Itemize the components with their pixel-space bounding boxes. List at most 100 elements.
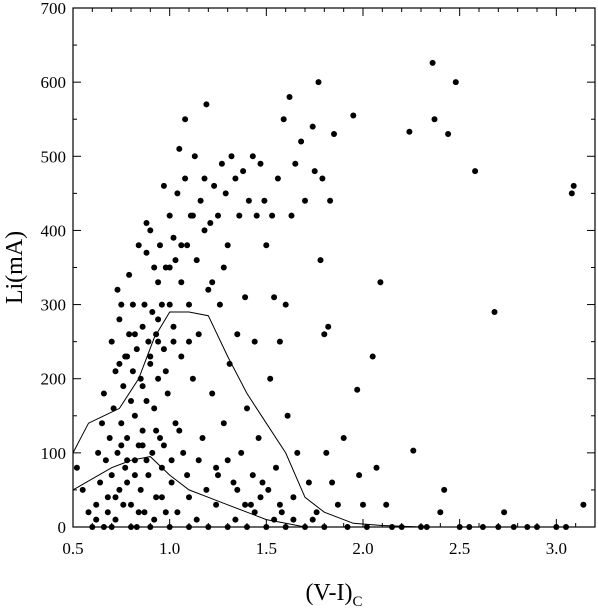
data-point: [193, 257, 200, 264]
data-point: [182, 116, 189, 123]
data-point: [323, 449, 330, 456]
data-point: [232, 175, 239, 182]
data-point: [249, 472, 256, 479]
data-point: [373, 464, 380, 471]
data-point: [445, 131, 452, 137]
data-point: [149, 449, 156, 456]
data-point: [155, 279, 162, 286]
data-point: [234, 486, 241, 493]
data-point: [383, 501, 390, 508]
data-point: [491, 309, 498, 315]
data-point: [120, 501, 127, 508]
data-point: [215, 212, 221, 219]
data-point: [215, 472, 221, 479]
data-point: [220, 420, 227, 427]
data-point: [151, 516, 158, 523]
data-point: [122, 464, 129, 471]
data-point: [137, 486, 144, 493]
data-point: [568, 190, 575, 197]
data-point: [160, 346, 167, 353]
data-point: [155, 375, 162, 382]
data-point: [242, 294, 249, 301]
data-point: [126, 271, 133, 278]
data-point: [232, 516, 239, 523]
data-point: [186, 301, 192, 308]
data-point: [168, 457, 175, 464]
y-tick-label: 100: [41, 444, 67, 463]
data-point: [220, 264, 227, 271]
data-point: [267, 375, 274, 382]
data-point: [255, 435, 262, 441]
data-point: [153, 331, 160, 338]
data-point: [356, 472, 363, 479]
data-point: [112, 494, 119, 501]
data-point: [168, 479, 175, 486]
data-point: [178, 353, 185, 360]
data-point: [431, 116, 438, 123]
x-axis-title-main: (V-I): [305, 580, 352, 606]
data-point: [278, 509, 285, 516]
data-point: [157, 435, 163, 441]
data-point: [131, 331, 138, 338]
data-point: [257, 494, 264, 501]
data-point: [143, 457, 150, 464]
data-point: [174, 509, 181, 516]
data-point: [222, 190, 229, 197]
data-point: [245, 197, 252, 204]
x-tick-label: 3.0: [546, 539, 567, 558]
data-point: [141, 301, 148, 308]
data-point: [114, 449, 121, 456]
data-point: [118, 420, 125, 427]
data-point: [224, 457, 231, 464]
data-point: [118, 301, 125, 308]
data-point: [230, 479, 237, 486]
axis-ticks: [72, 7, 596, 528]
y-tick-label: 0: [58, 518, 67, 537]
data-point: [286, 94, 293, 100]
data-point: [137, 375, 144, 382]
data-point: [309, 123, 316, 130]
y-tick-label: 300: [41, 296, 67, 315]
data-point: [158, 301, 165, 308]
data-point: [116, 486, 123, 493]
data-point: [193, 516, 200, 523]
data-point: [85, 509, 92, 516]
data-point: [139, 323, 146, 330]
data-point: [329, 479, 336, 486]
data-point: [145, 338, 152, 345]
x-axis-title-subscript: C: [353, 594, 363, 610]
data-point: [184, 472, 191, 479]
data-point: [133, 346, 140, 353]
data-point: [131, 457, 138, 464]
data-point: [191, 153, 198, 160]
y-tick-label: 600: [41, 73, 67, 92]
data-point: [350, 112, 357, 119]
tick-labels: 0.5 1.0 1.5 2.0 2.5 3.0 0 100 200 300 400 500 600 700: [41, 0, 567, 558]
data-point: [298, 138, 305, 145]
y-tick-label: 200: [41, 370, 67, 389]
x-tick-label: 2.5: [449, 539, 470, 558]
data-point: [147, 360, 154, 367]
data-point: [112, 368, 119, 375]
data-point: [331, 131, 337, 137]
data-point: [209, 279, 216, 286]
data-point: [228, 153, 235, 160]
data-point: [108, 472, 115, 479]
data-point: [139, 442, 146, 449]
data-point: [189, 375, 196, 382]
data-point: [369, 353, 376, 360]
data-point: [73, 464, 80, 471]
data-point: [437, 509, 444, 516]
x-tick-label: 0.5: [62, 539, 83, 558]
data-point: [124, 353, 131, 360]
data-point: [139, 427, 146, 434]
data-point: [182, 175, 189, 182]
data-point: [93, 501, 100, 508]
data-point: [234, 331, 241, 338]
data-point: [280, 116, 287, 123]
data-point: [143, 398, 150, 404]
data-point: [176, 427, 183, 434]
data-point: [93, 516, 100, 523]
data-point: [354, 386, 361, 393]
